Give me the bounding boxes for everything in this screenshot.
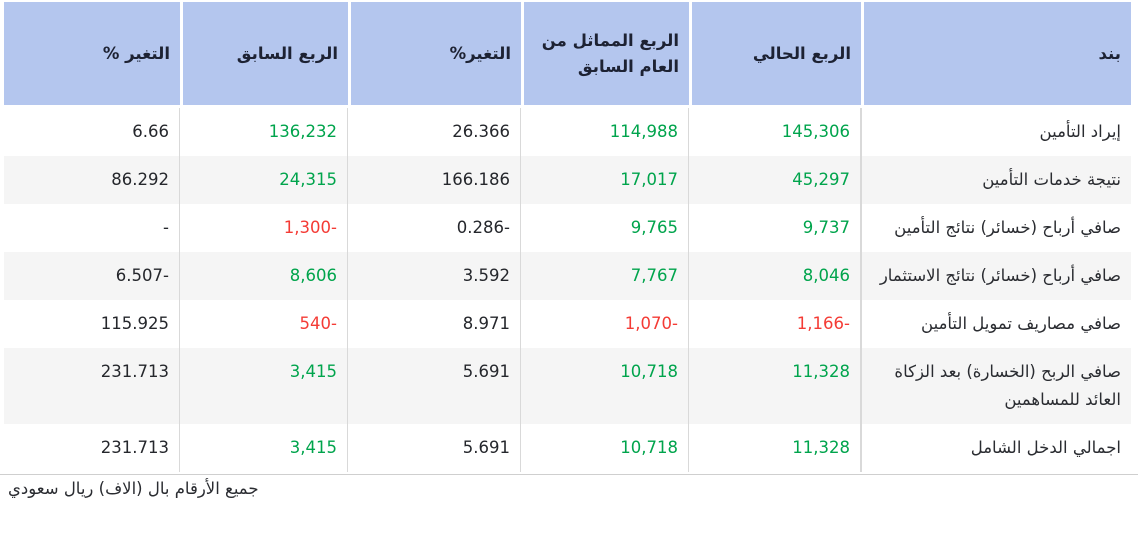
current-quarter-value: 11,328 [689,424,861,472]
header-cell-change-qoq: التغير % [4,2,180,105]
item-cell: نتيجة خدمات التأمين [861,156,1131,204]
change-qoq-value: 6.507- [4,252,180,300]
change-qoq-value: - [4,204,180,252]
change-yoy-value: 166.186 [348,156,521,204]
prior-year-quarter-value: 10,718 [521,424,689,472]
previous-quarter-value: 8,606 [180,252,348,300]
previous-quarter-value: 24,315 [180,156,348,204]
item-cell: صافي أرباح (خسائر) نتائج الاستثمار [861,252,1131,300]
prior-year-quarter-value: 114,988 [521,108,689,156]
header-cell-current-quarter: الربع الحالي [689,2,861,105]
table-body: إيراد التأمين 145,306 114,988 26.366 136… [4,108,1131,472]
table-row: نتيجة خدمات التأمين 45,297 17,017 166.18… [4,156,1131,204]
current-quarter-value: 1,166- [689,300,861,348]
item-cell: صافي أرباح (خسائر) نتائج التأمين [861,204,1131,252]
change-yoy-value: 5.691 [348,348,521,424]
current-quarter-value: 9,737 [689,204,861,252]
header-cell-previous-quarter: الربع السابق [180,2,348,105]
units-note: جميع الأرقام بال (الاف) ريال سعودي [0,474,1138,498]
item-cell: صافي الربح (الخسارة) بعد الزكاة العائد ل… [861,348,1131,424]
prior-year-quarter-value: 10,718 [521,348,689,424]
current-quarter-value: 145,306 [689,108,861,156]
header-cell-change-yoy: التغير% [348,2,521,105]
change-qoq-value: 86.292 [4,156,180,204]
previous-quarter-value: 540- [180,300,348,348]
financial-results-table: بند الربع الحالي الربع المماثل من العام … [4,2,1131,472]
change-qoq-value: 231.713 [4,348,180,424]
current-quarter-value: 11,328 [689,348,861,424]
header-cell-prior-year-quarter: الربع المماثل من العام السابق [521,2,689,105]
previous-quarter-value: 3,415 [180,424,348,472]
current-quarter-value: 8,046 [689,252,861,300]
change-yoy-value: 8.971 [348,300,521,348]
item-cell: صافي مصاريف تمويل التأمين [861,300,1131,348]
table-header-row: بند الربع الحالي الربع المماثل من العام … [4,2,1131,105]
table-row: إيراد التأمين 145,306 114,988 26.366 136… [4,108,1131,156]
prior-year-quarter-value: 9,765 [521,204,689,252]
previous-quarter-value: 136,232 [180,108,348,156]
item-cell: إيراد التأمين [861,108,1131,156]
change-yoy-value: 0.286- [348,204,521,252]
item-cell: اجمالي الدخل الشامل [861,424,1131,472]
prior-year-quarter-value: 7,767 [521,252,689,300]
previous-quarter-value: 3,415 [180,348,348,424]
table-row: صافي مصاريف تمويل التأمين 1,166- 1,070- … [4,300,1131,348]
change-qoq-value: 6.66 [4,108,180,156]
change-yoy-value: 3.592 [348,252,521,300]
change-yoy-value: 26.366 [348,108,521,156]
current-quarter-value: 45,297 [689,156,861,204]
table-row: صافي أرباح (خسائر) نتائج الاستثمار 8,046… [4,252,1131,300]
table-row: صافي أرباح (خسائر) نتائج التأمين 9,737 9… [4,204,1131,252]
header-cell-item: بند [861,2,1131,105]
change-qoq-value: 231.713 [4,424,180,472]
table-row: صافي الربح (الخسارة) بعد الزكاة العائد ل… [4,348,1131,424]
previous-quarter-value: 1,300- [180,204,348,252]
prior-year-quarter-value: 17,017 [521,156,689,204]
change-yoy-value: 5.691 [348,424,521,472]
change-qoq-value: 115.925 [4,300,180,348]
prior-year-quarter-value: 1,070- [521,300,689,348]
table-row: اجمالي الدخل الشامل 11,328 10,718 5.691 … [4,424,1131,472]
